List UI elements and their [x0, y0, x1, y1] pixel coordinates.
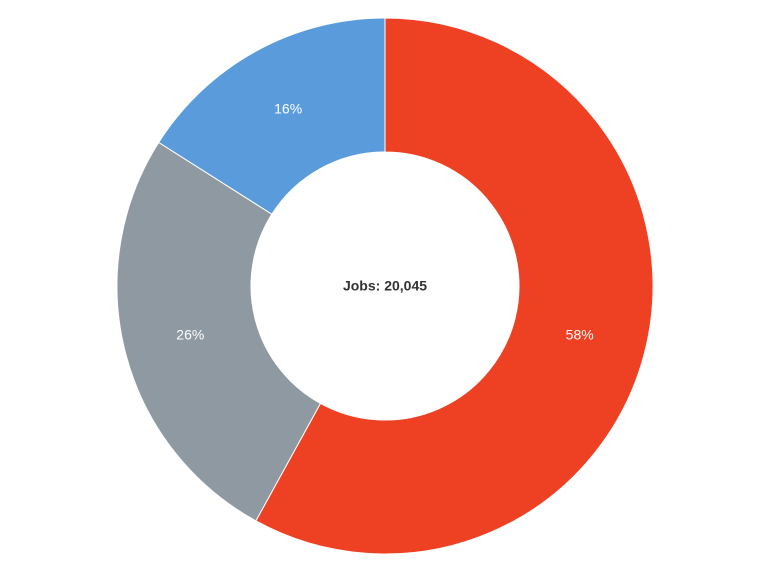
- slice: [255, 17, 654, 555]
- slice: [116, 141, 322, 522]
- slice-label: 16%: [274, 101, 302, 117]
- slice-label: 58%: [566, 327, 594, 343]
- slice: [158, 17, 386, 215]
- center-label: Jobs: 20,045: [343, 278, 427, 294]
- slice-label: 26%: [176, 327, 204, 343]
